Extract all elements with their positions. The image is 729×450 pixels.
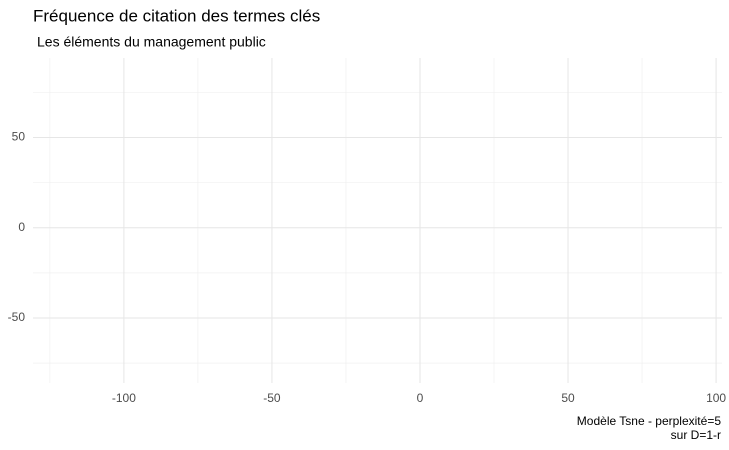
x-tick-label: -50 <box>263 391 281 405</box>
x-tick-label: 100 <box>706 391 726 405</box>
y-tick-label: 0 <box>18 220 25 234</box>
caption: Modèle Tsne - perplexité=5 <box>577 414 722 428</box>
x-tick-label: 50 <box>561 391 575 405</box>
x-tick-label: -100 <box>112 391 136 405</box>
x-tick-label: 0 <box>417 391 424 405</box>
caption: sur D=1-r <box>671 428 721 442</box>
y-tick-label: 50 <box>12 130 26 144</box>
chart-title: Fréquence de citation des termes clés <box>33 6 320 25</box>
y-tick-label: -50 <box>8 310 26 324</box>
chart-subtitle: Les éléments du management public <box>37 34 266 50</box>
